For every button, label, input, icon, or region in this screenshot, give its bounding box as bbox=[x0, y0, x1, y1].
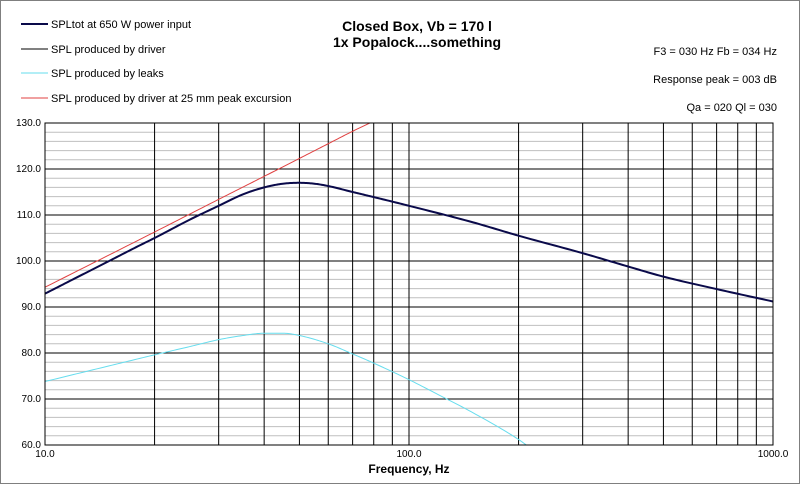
tick-labels: 60.0 70.0 80.0 90.0 100.0 110.0 120.0 130.0 10.0… bbox=[16, 118, 789, 460]
y-tick-label: 60.0 bbox=[22, 440, 42, 451]
x-tick-label: 1000.0 bbox=[758, 449, 789, 460]
y-tick-label: 120.0 bbox=[16, 164, 41, 175]
legend-label-leaks: SPL produced by leaks bbox=[51, 68, 164, 80]
chart-title: Closed Box, Vb = 170 l bbox=[342, 18, 492, 34]
series-line-leaks bbox=[45, 332, 527, 445]
series-line-excursion bbox=[45, 123, 372, 288]
chart-subtitle: 1x Popalock....something bbox=[333, 34, 501, 50]
legend-label-excursion: SPL produced by driver at 25 mm peak exc… bbox=[51, 93, 292, 105]
y-tick-label: 130.0 bbox=[16, 118, 41, 129]
legend-label-driver: SPL produced by driver bbox=[51, 44, 166, 56]
y-tick-label: 110.0 bbox=[17, 210, 42, 221]
plot-border bbox=[44, 122, 774, 446]
series-line-spltot bbox=[45, 181, 773, 303]
series-layer bbox=[45, 123, 773, 445]
x-tick-label: 10.0 bbox=[35, 449, 55, 460]
legend-label-spltot: SPLtot at 650 W power input bbox=[51, 19, 191, 31]
annotation-f3-fb: F3 = 030 Hz Fb = 034 Hz bbox=[653, 46, 777, 58]
x-tick-label: 100.0 bbox=[396, 449, 421, 460]
y-tick-label: 70.0 bbox=[22, 394, 42, 405]
grid bbox=[45, 123, 773, 445]
annotation-qa-ql: Qa = 020 Ql = 030 bbox=[686, 102, 777, 114]
x-axis-label: Frequency, Hz bbox=[368, 462, 449, 476]
annotation-response-peak: Response peak = 003 dB bbox=[653, 74, 777, 86]
y-tick-label: 100.0 bbox=[16, 256, 41, 267]
legend: SPLtot at 650 W power input SPL produced… bbox=[21, 19, 292, 105]
y-tick-label: 80.0 bbox=[22, 348, 42, 359]
y-tick-label: 90.0 bbox=[22, 302, 42, 313]
